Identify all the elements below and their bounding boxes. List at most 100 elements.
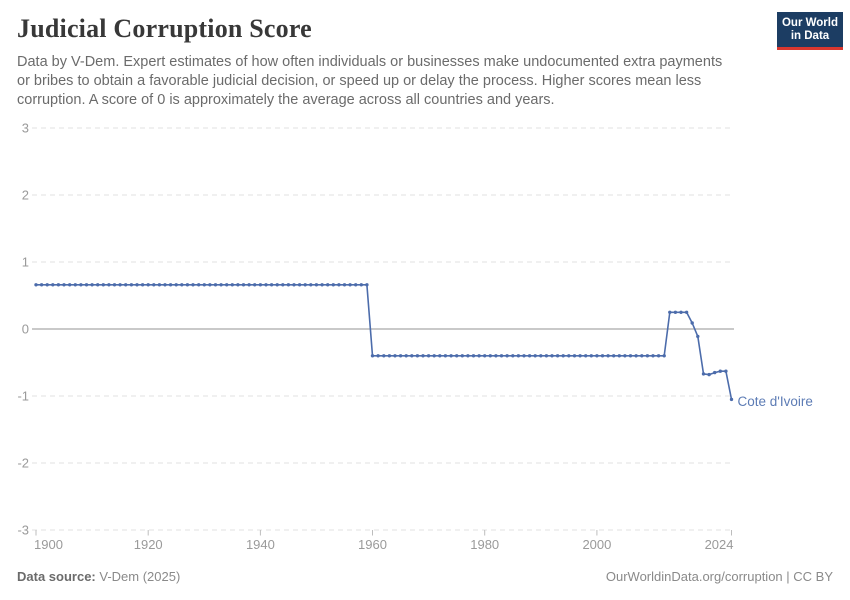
data-point — [527, 354, 532, 358]
data-point — [410, 354, 414, 358]
data-point — [511, 354, 515, 358]
data-point — [612, 354, 616, 358]
data-point — [544, 354, 549, 358]
data-point — [404, 354, 408, 358]
data-point — [281, 283, 285, 287]
data-point — [56, 283, 61, 287]
data-point — [617, 354, 621, 358]
data-point — [62, 283, 66, 287]
page-title: Judicial Corruption Score — [17, 14, 312, 43]
data-point — [359, 283, 363, 287]
data-point — [96, 283, 100, 287]
data-point — [241, 283, 246, 287]
owid-logo-line-1: Our World — [781, 16, 838, 29]
data-point — [466, 354, 470, 358]
data-point — [673, 310, 678, 314]
data-point — [320, 283, 324, 287]
data-point — [572, 354, 577, 358]
data-point — [393, 354, 397, 358]
data-point — [118, 283, 122, 287]
data-point — [180, 283, 184, 287]
x-axis-label: 1900 — [34, 537, 63, 552]
data-point — [124, 283, 128, 287]
x-axis-label: 2000 — [582, 537, 611, 552]
data-point — [107, 283, 111, 287]
data-point — [438, 354, 442, 358]
data-point — [539, 354, 543, 358]
data-point — [191, 283, 195, 287]
data-point — [690, 321, 694, 325]
data-point — [337, 283, 341, 287]
data-point — [679, 310, 683, 314]
x-axis-label: 1940 — [246, 537, 275, 552]
data-point — [460, 354, 464, 358]
data-point — [684, 310, 689, 314]
owid-logo: Our World in Data — [777, 12, 843, 50]
data-point — [146, 283, 150, 287]
data-point — [157, 283, 162, 287]
data-point — [197, 283, 201, 287]
owid-logo-line-2: in Data — [790, 29, 830, 42]
data-point — [208, 283, 212, 287]
data-point — [101, 283, 106, 287]
data-point — [68, 283, 72, 287]
entity-label: Cote d'Ivoire — [738, 394, 813, 409]
data-point — [415, 354, 420, 358]
data-line — [36, 283, 733, 400]
data-point — [73, 283, 78, 287]
y-axis-label: -1 — [17, 389, 29, 404]
data-point — [168, 283, 173, 287]
data-point — [185, 283, 190, 287]
y-axis-label: -2 — [17, 456, 29, 471]
x-axis-label: 2024 — [705, 537, 734, 552]
data-point — [455, 354, 459, 358]
data-point — [724, 369, 728, 373]
data-point — [90, 283, 94, 287]
data-point — [533, 354, 537, 358]
data-point — [656, 354, 661, 358]
data-point — [342, 283, 347, 287]
data-point — [303, 283, 307, 287]
data-point — [668, 310, 672, 314]
data-point — [578, 354, 582, 358]
y-axis-label: 2 — [22, 188, 29, 203]
data-point — [718, 369, 722, 373]
x-axis-label: 1920 — [134, 537, 163, 552]
data-point — [269, 283, 274, 287]
data-point — [292, 283, 296, 287]
y-axis-label: -3 — [17, 523, 29, 538]
data-point — [449, 354, 453, 358]
x-axis-label: 1960 — [358, 537, 387, 552]
data-point — [247, 283, 251, 287]
data-point — [707, 372, 711, 377]
data-point — [398, 354, 403, 358]
data-point — [135, 283, 139, 287]
data-point — [314, 283, 319, 287]
data-point — [471, 354, 476, 358]
footer-credit-link[interactable]: OurWorldinData.org/corruption | CC BY — [605, 569, 833, 584]
data-point — [640, 354, 644, 358]
data-source-value: V-Dem (2025) — [99, 569, 181, 584]
data-point — [275, 283, 279, 287]
y-axis-label: 1 — [22, 255, 29, 270]
data-point — [550, 354, 554, 358]
data-point — [39, 283, 44, 287]
data-point — [555, 354, 560, 358]
data-point — [600, 354, 605, 358]
data-point — [488, 354, 492, 358]
data-point — [505, 354, 509, 358]
data-point — [696, 334, 700, 339]
data-point — [516, 354, 521, 358]
data-source: Data source: V-Dem (2025) — [17, 569, 180, 584]
data-point — [152, 283, 156, 287]
data-point — [483, 354, 487, 358]
data-point — [729, 397, 734, 402]
data-point — [51, 283, 55, 287]
data-point — [236, 283, 240, 287]
data-point — [634, 354, 638, 358]
data-point — [297, 283, 302, 287]
data-point — [45, 283, 49, 287]
data-point — [84, 283, 89, 287]
